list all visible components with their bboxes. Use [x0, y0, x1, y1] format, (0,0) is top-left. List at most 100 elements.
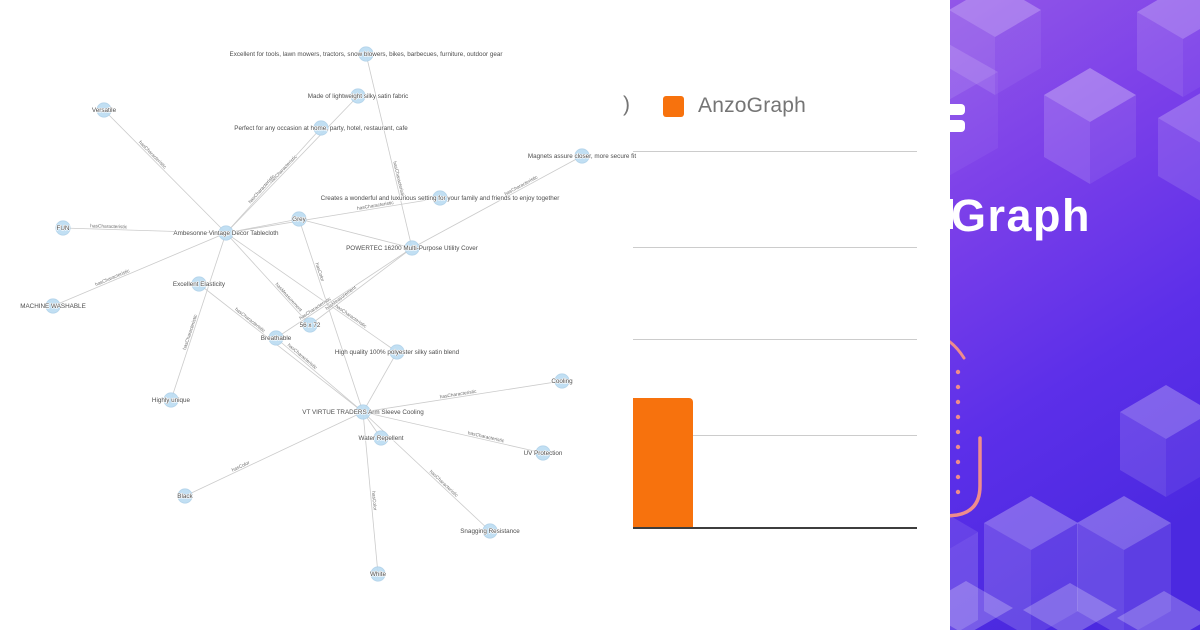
graph-node-label: FUN: [57, 225, 70, 232]
graph-edge: [275, 247, 413, 339]
graph-node-label: Excellent for tools, lawn mowers, tracto…: [230, 51, 503, 58]
graph-node-label: VT VIRTUE TRADERS Arm Sleeve Cooling: [302, 409, 424, 416]
graph-edge: [362, 380, 563, 413]
graph-node[interactable]: [404, 240, 420, 256]
bar-anzograph[interactable]: [633, 398, 693, 527]
chart-gridline: [633, 151, 917, 152]
graph-node[interactable]: [218, 225, 234, 241]
graph-node[interactable]: [291, 211, 307, 227]
cube-top-face: [1120, 385, 1200, 439]
graph-edge: [275, 337, 364, 413]
cropped-legend-glyph: ): [623, 93, 630, 116]
graph-node-label: White: [370, 571, 387, 578]
cube-left-face: [1120, 412, 1166, 497]
graph-edge: [52, 232, 227, 307]
brand-panel: Graph: [950, 0, 1200, 630]
graph-node[interactable]: [96, 102, 112, 118]
graph-node[interactable]: [191, 276, 207, 292]
graph-node[interactable]: [554, 373, 570, 389]
graph-node[interactable]: [373, 430, 389, 446]
graph-node[interactable]: [432, 190, 448, 206]
legend-swatch-anzograph: [663, 95, 684, 117]
edge-label: hasCharacteristic: [286, 342, 319, 371]
equals-glyph-icon: [950, 104, 965, 132]
graph-node[interactable]: [574, 148, 590, 164]
cube-right-face: [1090, 95, 1136, 184]
graph-edge: [298, 218, 413, 249]
graph-node[interactable]: [55, 220, 71, 236]
edge-label: hasCharacteristic: [467, 430, 505, 444]
graph-node[interactable]: [268, 330, 284, 346]
edge-label: hasColor: [231, 460, 251, 474]
graph-node-label: Ambesonne Vintage Decor Tablecloth: [173, 230, 279, 237]
pink-dot: [955, 459, 961, 465]
edge-label: hasCharacteristic: [504, 174, 540, 197]
graph-node-label: 56 x 72: [300, 322, 321, 329]
graph-node[interactable]: [302, 317, 318, 333]
graph-edge: [365, 53, 413, 249]
cube-top-face: [950, 581, 1013, 630]
graph-node[interactable]: [163, 392, 179, 408]
graph-node[interactable]: [482, 523, 498, 539]
graph-node[interactable]: [389, 344, 405, 360]
graph-edge: [225, 218, 300, 234]
pink-dot: [955, 489, 961, 495]
cube-right-face: [1183, 29, 1200, 97]
pink-dot: [955, 384, 961, 390]
graph-edge: [362, 411, 544, 454]
cube-top-face: [950, 0, 1041, 37]
graph-node-label: Creates a wonderful and luxurious settin…: [321, 195, 560, 202]
graph-node-label: UV Protection: [524, 450, 563, 457]
graph-node[interactable]: [535, 445, 551, 461]
cube-right-face: [995, 10, 1041, 95]
graph-node[interactable]: [313, 120, 329, 136]
isometric-cubes: [950, 0, 1200, 630]
graph-edge: [225, 232, 398, 353]
graph-node[interactable]: [350, 88, 366, 104]
graph-edge: [225, 127, 322, 234]
edge-label: hasColor: [370, 491, 378, 511]
cube-left-face: [984, 523, 1031, 630]
pink-dot: [955, 414, 961, 420]
edge-label: hasCharacteristic: [233, 307, 266, 335]
chart-x-axis: [633, 527, 917, 529]
cube-left-face: [1137, 12, 1183, 97]
edge-label: hasCharacteristic: [428, 469, 460, 499]
chart-gridline: [633, 339, 917, 340]
cube-left-face: [950, 10, 995, 95]
cube-top-face: [1044, 68, 1136, 122]
edge-label: hasCharacteristic: [94, 268, 131, 288]
cube-top-face: [1117, 591, 1200, 630]
graph-node-label: Highly unique: [152, 397, 191, 404]
legend-label: AnzoGraph: [698, 94, 807, 117]
graph-node[interactable]: [355, 404, 371, 420]
graph-edge: [225, 95, 359, 234]
graph-edge: [62, 227, 227, 234]
edge-label: hasCharacteristic: [439, 389, 477, 401]
edge-label: hasCharacteristic: [391, 161, 406, 199]
graph-edge: [362, 411, 379, 575]
cube-top-face: [1023, 583, 1117, 630]
graph-node[interactable]: [358, 46, 374, 62]
graph-node-label: Versatile: [92, 107, 117, 114]
graph-node[interactable]: [177, 488, 193, 504]
chart-legend[interactable]: AnzoGraph: [663, 94, 806, 118]
graph-canvas[interactable]: hasCharacteristic hasCharacteristic hasCha…: [0, 0, 638, 630]
cube-left-face: [1044, 95, 1090, 184]
edge-label: hasCharacteristic: [182, 313, 199, 351]
graph-node[interactable]: [370, 566, 386, 582]
pink-dot: [955, 429, 961, 435]
cube-top-face: [984, 496, 1078, 550]
pink-dot: [955, 399, 961, 405]
brand-title: Graph: [951, 190, 1092, 241]
cube-top-face: [1158, 93, 1200, 143]
edge-label: hasCharacteristic: [90, 223, 128, 230]
graph-edge: [309, 247, 413, 326]
graph-edge: [225, 232, 311, 326]
cube-top-face: [950, 44, 998, 100]
edge-label: hasColor: [314, 262, 326, 282]
edge-label: hasCharacteristic: [137, 140, 168, 171]
chart-gridline: [633, 247, 917, 248]
graph-node[interactable]: [45, 298, 61, 314]
